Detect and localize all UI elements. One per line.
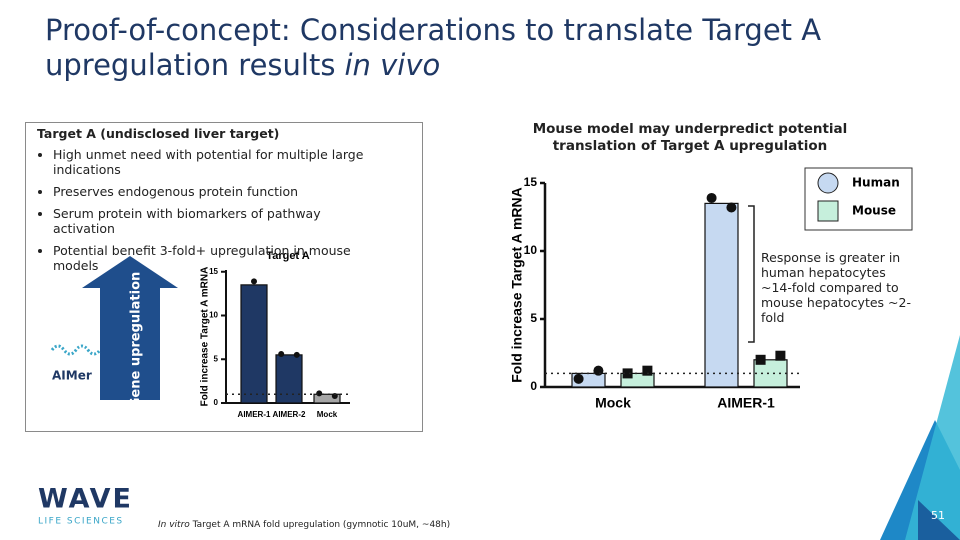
point bbox=[573, 373, 584, 384]
logo: WAVE bbox=[38, 484, 133, 515]
y-tick-label: 10 bbox=[524, 243, 538, 257]
legend-box bbox=[804, 167, 913, 231]
logo-sub: LIFE SCIENCES bbox=[38, 517, 124, 527]
page-number: 51 bbox=[931, 509, 945, 522]
x-tick-label: AIMER-1 bbox=[238, 410, 271, 419]
point bbox=[622, 368, 633, 379]
y-tick-label: 15 bbox=[209, 267, 218, 276]
bullets: High unmet need with potential for multi… bbox=[37, 147, 377, 273]
text-box bbox=[25, 122, 423, 432]
footnote-italic: In vitro bbox=[158, 520, 190, 530]
footnote-text: Target A mRNA fold upregulation (gymnoti… bbox=[192, 520, 451, 530]
bullet: Potential benefit 3-fold+ upregulation i… bbox=[53, 243, 377, 273]
point bbox=[726, 202, 737, 213]
y-axis-label: Fold increase Target A mRNA bbox=[200, 267, 211, 407]
point bbox=[755, 354, 766, 365]
bullet: Preserves endogenous protein function bbox=[53, 184, 377, 199]
x-tick-label: AIMER-1 bbox=[717, 395, 775, 411]
title-line: Proof-of-concept: Considerations to tran… bbox=[45, 13, 821, 47]
point bbox=[331, 393, 338, 399]
point bbox=[642, 365, 653, 376]
molecule-label: AIMer bbox=[52, 369, 92, 383]
arrow-label: Gene upregulation bbox=[129, 272, 144, 409]
y-tick-label: 0 bbox=[214, 398, 219, 407]
bullet: High unmet need with potential for multi… bbox=[53, 147, 377, 177]
y-tick-label: 5 bbox=[530, 311, 537, 325]
point bbox=[775, 350, 786, 361]
legend-swatch bbox=[817, 172, 839, 194]
bar bbox=[240, 284, 268, 404]
box-heading: Target A (undisclosed liver target) bbox=[37, 126, 280, 141]
title-line: upregulation results in vivo bbox=[45, 48, 440, 82]
legend-swatch bbox=[817, 200, 839, 222]
bracket bbox=[748, 205, 755, 343]
x-tick-label: AIMER-2 bbox=[273, 410, 306, 419]
point bbox=[278, 351, 285, 357]
bar bbox=[313, 393, 341, 404]
chart-title: Target A bbox=[266, 250, 309, 262]
title-text: upregulation results bbox=[45, 48, 335, 82]
x-tick-label: Mock bbox=[595, 395, 631, 411]
x-tick-label: Mock bbox=[317, 410, 338, 419]
footnote: In vitro Target A mRNA fold upregulation… bbox=[158, 520, 450, 530]
decor bbox=[918, 500, 960, 540]
y-tick-label: 10 bbox=[209, 311, 218, 320]
arrow bbox=[82, 256, 178, 400]
title-italic: in vivo bbox=[344, 48, 440, 82]
point bbox=[706, 192, 717, 203]
legend-label: Human bbox=[852, 176, 900, 190]
y-tick-label: 5 bbox=[214, 354, 219, 363]
annotation: Response is greater in human hepatocytes… bbox=[761, 250, 911, 325]
point bbox=[251, 278, 257, 285]
point bbox=[293, 351, 300, 358]
y-tick-label: 0 bbox=[530, 379, 537, 393]
box-text: Target A (undisclosed liver target) High… bbox=[37, 126, 377, 280]
decor bbox=[905, 335, 960, 540]
y-axis-label: Fold increase Target A mRNA bbox=[509, 187, 525, 383]
legend-label: Mouse bbox=[852, 204, 896, 218]
bullet: Serum protein with biomarkers of pathway… bbox=[53, 206, 377, 236]
chart-title: Mouse model may underpredict potential t… bbox=[532, 121, 848, 154]
bar bbox=[704, 202, 739, 388]
molecule-icon bbox=[50, 344, 102, 356]
y-tick-label: 15 bbox=[524, 175, 538, 189]
point bbox=[593, 365, 604, 376]
